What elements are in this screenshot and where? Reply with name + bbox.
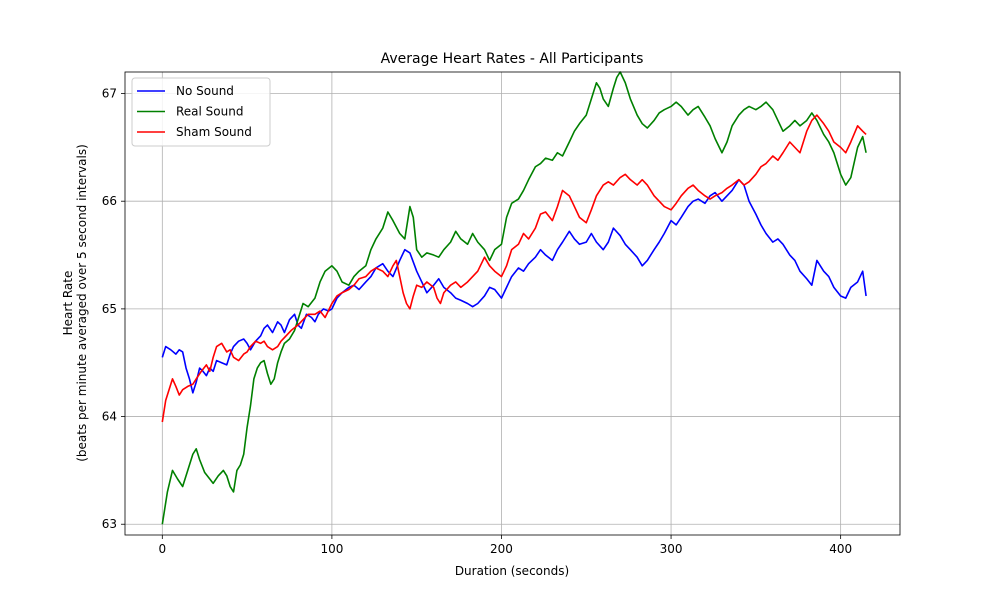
legend-label-1: Real Sound xyxy=(176,105,243,119)
legend-box xyxy=(131,77,271,147)
series-line-sham-sound xyxy=(161,114,867,423)
x-tick-label-3: 300 xyxy=(660,542,683,556)
plot-frame xyxy=(124,71,901,536)
legend-label-0: No Sound xyxy=(176,84,234,98)
y-tick-label-4: 67 xyxy=(102,87,117,101)
series-layer xyxy=(161,71,867,525)
tick-layer: 0 100 200 300 400 63 64 65 66 67 xyxy=(102,87,852,556)
series-line-real-sound xyxy=(161,71,867,525)
y-tick-label-2: 65 xyxy=(102,302,117,316)
y-axis-label-group: Heart Rate (beats per minute averaged ov… xyxy=(61,144,89,462)
y-axis-label-line2: (beats per minute averaged over 5 second… xyxy=(75,144,89,462)
y-tick-label-3: 66 xyxy=(102,194,117,208)
series-line-no-sound xyxy=(161,178,867,394)
x-tick-label-4: 400 xyxy=(829,542,852,556)
y-tick-label-0: 63 xyxy=(102,517,117,531)
x-tick-label-2: 200 xyxy=(490,542,513,556)
y-axis-label-line1: Heart Rate xyxy=(61,271,75,336)
x-axis-label: Duration (seconds) xyxy=(455,564,569,578)
chart-title: Average Heart Rates - All Participants xyxy=(381,51,644,67)
legend: No Sound Real Sound Sham Sound xyxy=(131,77,271,147)
grid-layer xyxy=(125,72,900,535)
x-tick-label-1: 100 xyxy=(320,542,343,556)
legend-label-2: Sham Sound xyxy=(176,125,252,139)
x-tick-label-0: 0 xyxy=(158,542,166,556)
y-tick-label-1: 64 xyxy=(102,410,117,424)
